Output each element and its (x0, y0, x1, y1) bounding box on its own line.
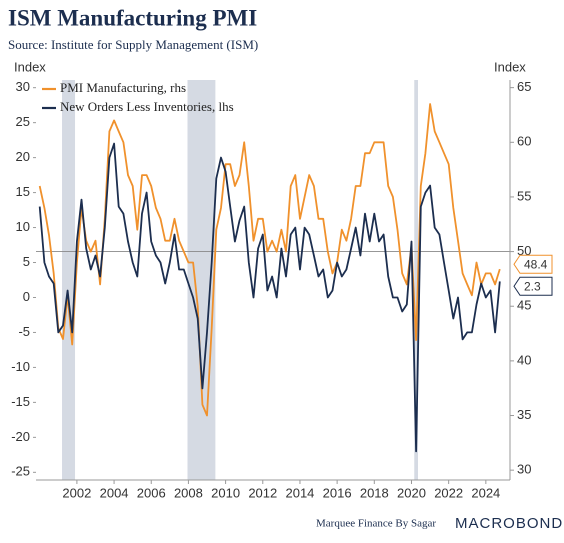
recession-shade (62, 80, 76, 480)
x-tick-label: 2022 (434, 485, 463, 500)
legend-label: New Orders Less Inventories, lhs (60, 99, 234, 114)
y-axis-label: Index (14, 59, 46, 74)
end-label: 2.3 (513, 276, 553, 296)
y-tick-label: 30 (16, 79, 30, 94)
x-tick-label: 2018 (360, 485, 389, 500)
y2-tick-label: 60 (517, 134, 531, 149)
y-tick-label: 15 (16, 184, 30, 199)
x-tick-label: 2024 (471, 485, 500, 500)
y2-tick-label: 50 (517, 243, 531, 258)
x-tick-label: 2016 (323, 485, 352, 500)
end-label-box (513, 276, 553, 296)
x-tick-label: 2010 (211, 485, 240, 500)
series-line (38, 142, 501, 453)
x-tick-label: 2004 (100, 485, 129, 500)
y2-tick-label: 55 (517, 188, 531, 203)
y-tick-label: -25 (11, 464, 30, 479)
y-tick-label: 10 (16, 219, 30, 234)
y-tick-label: -20 (11, 429, 30, 444)
x-tick-label: 2012 (248, 485, 277, 500)
footer: Marquee Finance By Sagar (316, 518, 436, 530)
x-tick-label: 2020 (397, 485, 426, 500)
y2-tick-label: 35 (517, 407, 531, 422)
y2-tick-label: 30 (517, 462, 531, 477)
logo: MACROBOND (455, 515, 563, 532)
end-label-box (513, 254, 553, 274)
end-label-text: 2.3 (524, 279, 541, 293)
y2-tick-label: 40 (517, 352, 531, 367)
subtitle: Source: Institute for Supply Management … (8, 37, 258, 52)
y-tick-label: 25 (16, 114, 30, 129)
x-tick-label: 2006 (137, 485, 166, 500)
y-tick-label: 5 (23, 254, 30, 269)
y-tick-label: -10 (11, 359, 30, 374)
x-tick-label: 2014 (285, 485, 314, 500)
legend-label: PMI Manufacturing, rhs (60, 80, 186, 95)
y2-tick-label: 45 (517, 298, 531, 313)
end-label: 48.4 (513, 254, 553, 274)
end-label-text: 48.4 (524, 257, 548, 271)
y-tick-label: 20 (16, 149, 30, 164)
y-tick-label: 0 (23, 289, 30, 304)
y-tick-label: -5 (18, 324, 30, 339)
y-tick-label: -15 (11, 394, 30, 409)
series-line (38, 103, 501, 417)
recession-shade (414, 80, 418, 480)
x-tick-label: 2002 (62, 485, 91, 500)
y2-tick-label: 65 (517, 79, 531, 94)
chart-title: ISM Manufacturing PMI (8, 5, 257, 30)
x-tick-label: 2008 (174, 485, 203, 500)
y2-axis-label: Index (494, 59, 526, 74)
